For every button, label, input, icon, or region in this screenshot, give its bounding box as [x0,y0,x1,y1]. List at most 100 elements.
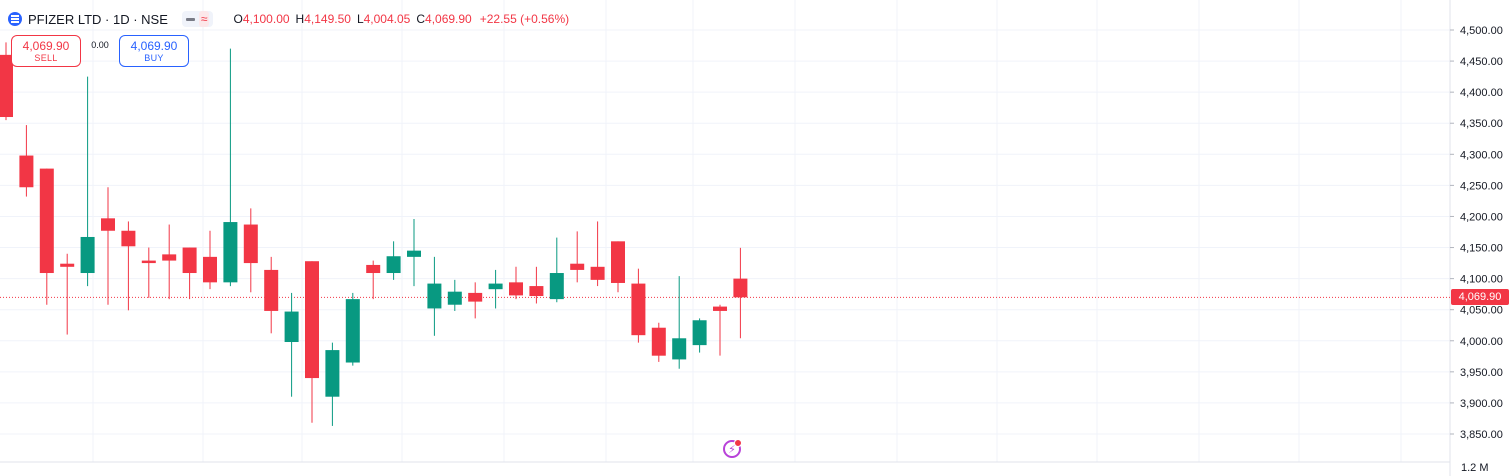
candle [284,292,299,397]
candle [121,221,136,311]
price-tick-label: 3,900.00 [1460,398,1503,410]
candle [182,247,197,300]
trade-panel: 4,069.90 SELL 0.00 4,069.90 BUY [11,35,189,67]
spread-value: 0.00 [91,40,109,50]
price-tick-label: 4,500.00 [1460,25,1503,37]
candle-body [529,286,544,297]
candle [692,318,707,353]
candle [590,221,605,287]
open-value: 4,100.00 [242,12,290,26]
candle-body [488,283,503,290]
price-tick-label: 3,950.00 [1460,367,1503,379]
candle-body [19,155,34,188]
buy-price: 4,069.90 [130,38,178,53]
wave-icon[interactable]: ≈ [198,11,210,27]
grid-lines [0,0,1450,462]
candle [407,218,421,287]
candle-body [733,278,748,298]
price-tick-label: 4,050.00 [1460,305,1503,317]
candle [366,260,381,300]
candle-body [121,230,136,247]
sell-button[interactable]: 4,069.90 SELL [11,35,81,67]
candle-body [39,168,54,274]
buy-label: BUY [144,52,164,63]
candle-body [325,350,340,397]
close-value: 4,069.90 [425,12,472,26]
candle [733,247,748,339]
chart-style-toggle[interactable]: ≈ [181,11,214,27]
candle-body [182,247,197,274]
price-tick-label: 4,100.00 [1460,274,1503,286]
candle-body [243,224,258,264]
buy-button[interactable]: 4,069.90 BUY [119,35,189,67]
candle [672,276,687,369]
minus-icon[interactable] [185,17,195,21]
candle-body [692,320,707,346]
candle [0,42,13,121]
candle-body [509,282,523,296]
candle [162,224,177,300]
symbol-title[interactable]: PFIZER LTD · 1D · NSE [28,11,168,27]
symbol-legend: PFIZER LTD · 1D · NSE ≈ O 4,100.00 H 4,149… [8,10,569,28]
candle [141,247,156,298]
candle-body [427,283,442,309]
high-value: 4,149.50 [304,12,351,26]
candle-body [284,311,299,343]
candle-body [386,256,401,274]
candle-body [651,327,666,356]
candle-body [590,266,605,280]
candle-body [631,283,646,336]
candle-body [672,338,687,360]
candle-body [223,222,238,283]
price-axis[interactable]: 4,500.00 4,450.00 4,400.00 4,350.00 4,300.00… [1450,25,1503,441]
candle [529,266,544,304]
candle-body [468,292,483,302]
candle [101,187,115,305]
sell-price: 4,069.90 [22,38,70,53]
candle-body [162,254,177,261]
candle [264,256,279,334]
candle-body [549,273,564,300]
low-value: 4,004.05 [363,12,411,26]
candle [713,304,727,356]
candle [345,292,360,366]
candle [39,168,54,305]
candle-body [264,269,279,311]
candle [386,241,401,280]
candle-body [203,256,217,283]
price-tick-label: 4,000.00 [1460,336,1503,348]
candle [549,237,564,303]
price-tick-label: 4,300.00 [1460,149,1503,161]
candle-body [101,218,115,231]
flash-icon[interactable]: ⚡ [723,439,742,458]
candle-body [366,264,381,274]
symbol-logo-icon[interactable] [8,12,22,26]
candle-body [447,291,462,305]
candle [243,208,258,293]
candle [611,241,625,293]
candle [203,230,217,290]
candle [223,48,238,287]
candle-body [60,263,75,267]
close-key: C [416,12,426,26]
price-tick-label: 4,450.00 [1460,56,1503,68]
price-tick-label: 4,200.00 [1460,211,1503,223]
candle [305,261,319,423]
candle [325,342,340,426]
candle [80,76,95,287]
low-key: L [356,12,364,26]
price-tick-label: 3,850.00 [1460,429,1503,441]
candle [570,231,585,283]
candle [631,268,646,343]
high-key: H [295,12,305,26]
candle-body [305,261,319,379]
candle [488,269,503,309]
price-tick-label: 4,250.00 [1460,180,1503,192]
price-tick-label: 4,350.00 [1460,118,1503,130]
volume-axis-label: 1.2 M [1461,462,1489,474]
candle-body [407,250,421,257]
sell-label: SELL [34,52,58,63]
candle-body [80,236,95,274]
